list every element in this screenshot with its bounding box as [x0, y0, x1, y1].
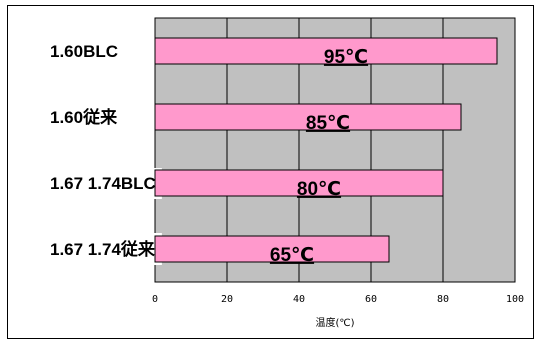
data-label: 85℃ — [306, 113, 350, 134]
category-label-background — [46, 36, 125, 67]
bar — [154, 37, 498, 65]
x-tick-label: 20 — [221, 294, 233, 305]
x-tick-label: 0 — [152, 294, 158, 305]
data-label: 95℃ — [324, 47, 368, 68]
x-tick-label: 80 — [437, 294, 449, 305]
category-label-background — [46, 168, 162, 199]
category-label: 1.67 1.74BLC — [50, 174, 156, 193]
x-tick-label: 40 — [293, 294, 305, 305]
x-tick-label: 100 — [506, 294, 524, 305]
data-label: 65℃ — [270, 245, 314, 266]
bar — [154, 103, 462, 131]
x-axis-title: 温度(℃) — [315, 316, 354, 329]
bar — [154, 169, 444, 197]
x-tick-label: 60 — [365, 294, 377, 305]
bar — [154, 235, 390, 263]
category-label: 1.60BLC — [50, 42, 118, 61]
category-label-background — [46, 233, 162, 265]
category-label: 1.67 1.74従来 — [50, 239, 156, 259]
category-label-background — [46, 101, 125, 133]
data-label: 80℃ — [297, 179, 341, 200]
category-label: 1.60従来 — [50, 107, 118, 127]
